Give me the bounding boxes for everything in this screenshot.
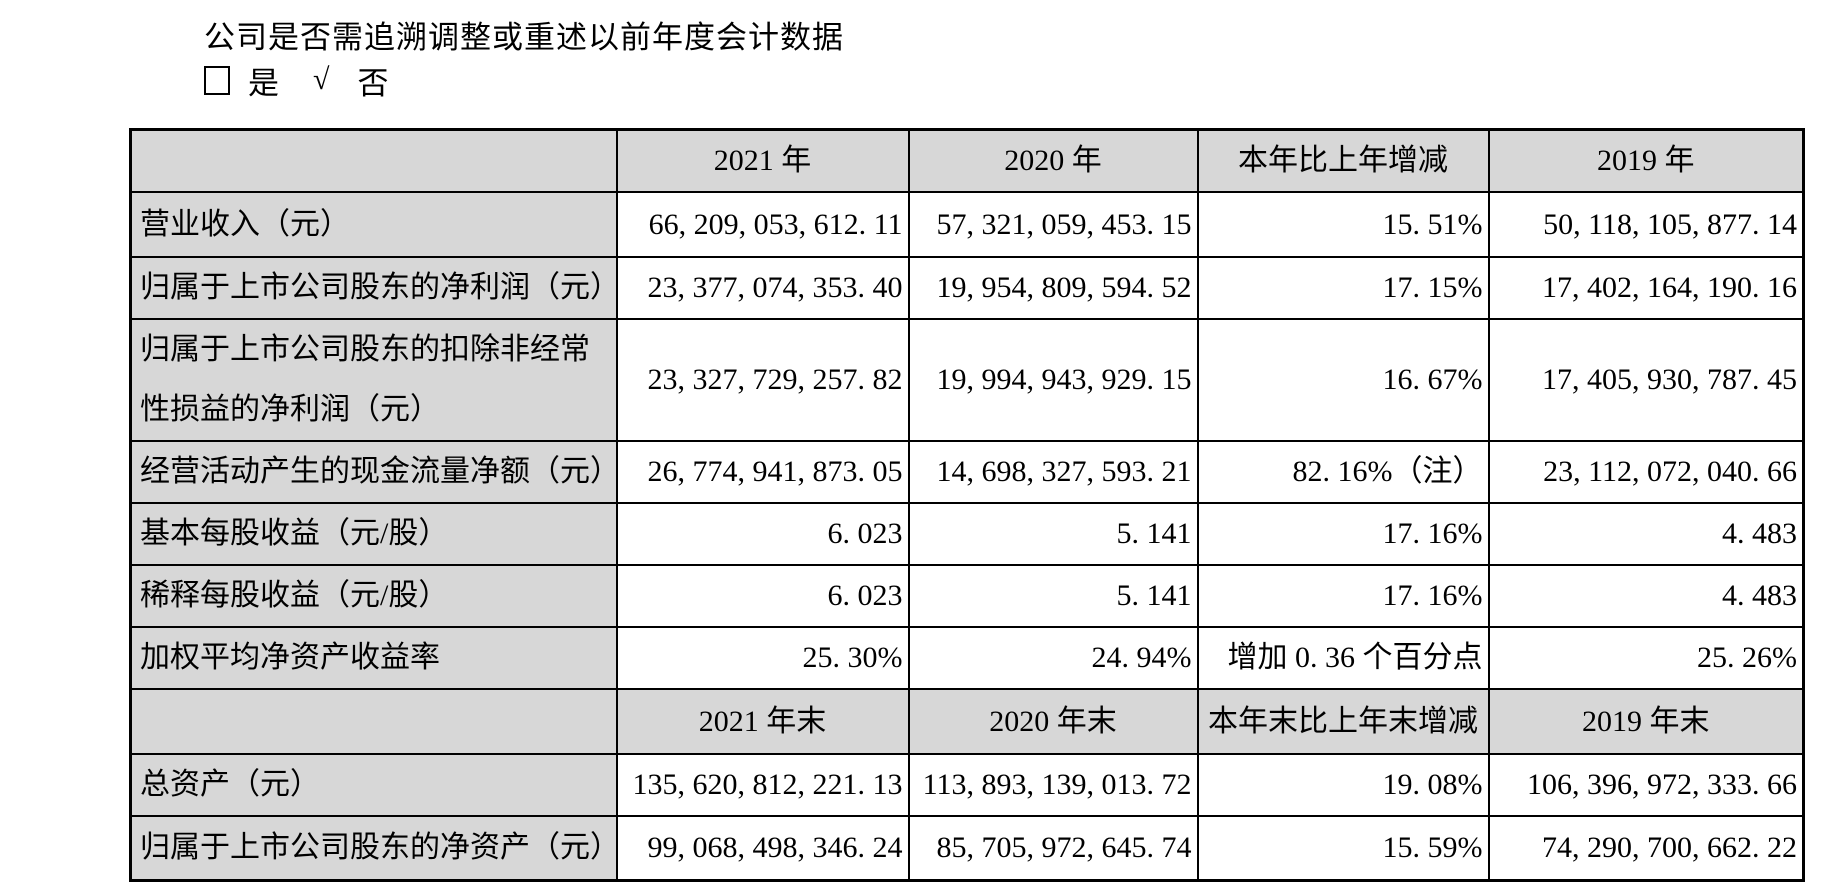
value-2021: 25. 30% <box>615 626 910 690</box>
table-row-revenue: 营业收入（元） 66, 209, 053, 612. 11 57, 321, 0… <box>129 191 1805 258</box>
value-2021: 26, 774, 941, 873. 05 <box>615 440 910 504</box>
value-2021: 23, 327, 729, 257. 82 <box>615 318 910 442</box>
value-2019: 17, 402, 164, 190. 16 <box>1487 256 1805 320</box>
page-title: 公司是否需追溯调整或重述以前年度会计数据 <box>204 20 844 55</box>
key-financials-table: 2021 年 2020 年 本年比上年增减 2019 年 营业收入（元） 66,… <box>129 128 1805 882</box>
value-2021: 135, 620, 812, 221. 13 <box>615 753 910 817</box>
restatement-choice-line: 是 √ 否 <box>204 60 389 101</box>
header-2019-yearend: 2019 年末 <box>1487 688 1805 755</box>
value-yoy: 15. 59% <box>1196 815 1490 881</box>
value-yoy: 16. 67% <box>1196 318 1490 442</box>
value-2020: 19, 954, 809, 594. 52 <box>907 256 1199 320</box>
value-2020: 14, 698, 327, 593. 21 <box>907 440 1199 504</box>
row-label: 归属于上市公司股东的净资产（元） <box>129 815 618 881</box>
header-2021-yearend: 2021 年末 <box>615 688 910 755</box>
row-label: 经营活动产生的现金流量净额（元） <box>129 440 618 504</box>
header-yearend-yoy-change: 本年末比上年末增减 <box>1196 688 1490 755</box>
option-no-label: 否 <box>357 65 389 101</box>
header-yoy-change: 本年比上年增减 <box>1196 128 1490 193</box>
value-yoy: 19. 08% <box>1196 753 1490 817</box>
value-2019: 50, 118, 105, 877. 14 <box>1487 191 1805 258</box>
row-label: 稀释每股收益（元/股） <box>129 564 618 628</box>
header-2019: 2019 年 <box>1487 128 1805 193</box>
option-yes-label: 是 <box>248 65 279 101</box>
row-label: 总资产（元） <box>129 753 618 817</box>
value-yoy: 增加 0. 36 个百分点 <box>1196 626 1490 690</box>
value-2019: 23, 112, 072, 040. 66 <box>1487 440 1805 504</box>
empty-header-cell <box>129 128 618 193</box>
value-2020: 5. 141 <box>907 564 1199 628</box>
value-yoy: 82. 16%（注） <box>1196 440 1490 504</box>
value-2019: 4. 483 <box>1487 502 1805 566</box>
value-yoy: 15. 51% <box>1196 191 1490 258</box>
table-row-net-profit-excl-nonrecurring: 归属于上市公司股东的扣除非经常性损益的净利润（元） 23, 327, 729, … <box>129 318 1805 442</box>
table-row-total-assets: 总资产（元） 135, 620, 812, 221. 13 113, 893, … <box>129 753 1805 817</box>
header-2020-yearend: 2020 年末 <box>907 688 1199 755</box>
value-2021: 99, 068, 498, 346. 24 <box>615 815 910 881</box>
table-row-net-profit: 归属于上市公司股东的净利润（元） 23, 377, 074, 353. 40 1… <box>129 256 1805 320</box>
value-2020: 113, 893, 139, 013. 72 <box>907 753 1199 817</box>
value-2021: 23, 377, 074, 353. 40 <box>615 256 910 320</box>
table-row-weighted-roe: 加权平均净资产收益率 25. 30% 24. 94% 增加 0. 36 个百分点… <box>129 626 1805 690</box>
header-2021: 2021 年 <box>615 128 910 193</box>
table-row-diluted-eps: 稀释每股收益（元/股） 6. 023 5. 141 17. 16% 4. 483 <box>129 564 1805 628</box>
row-label: 加权平均净资产收益率 <box>129 626 618 690</box>
row-label: 营业收入（元） <box>129 191 618 258</box>
value-2019: 106, 396, 972, 333. 66 <box>1487 753 1805 817</box>
yearend-header-row: 2021 年末 2020 年末 本年末比上年末增减 2019 年末 <box>129 688 1805 755</box>
value-2020: 57, 321, 059, 453. 15 <box>907 191 1199 258</box>
table-row-net-assets: 归属于上市公司股东的净资产（元） 99, 068, 498, 346. 24 8… <box>129 815 1805 881</box>
value-2020: 19, 994, 943, 929. 15 <box>907 318 1199 442</box>
check-mark-icon: √ <box>313 63 330 96</box>
row-label: 基本每股收益（元/股） <box>129 502 618 566</box>
value-2020: 85, 705, 972, 645. 74 <box>907 815 1199 881</box>
value-yoy: 17. 15% <box>1196 256 1490 320</box>
row-label: 归属于上市公司股东的扣除非经常性损益的净利润（元） <box>129 318 618 442</box>
table-row-basic-eps: 基本每股收益（元/股） 6. 023 5. 141 17. 16% 4. 483 <box>129 502 1805 566</box>
value-2020: 24. 94% <box>907 626 1199 690</box>
value-2019: 4. 483 <box>1487 564 1805 628</box>
header-2020: 2020 年 <box>907 128 1199 193</box>
table-row-operating-cash-flow: 经营活动产生的现金流量净额（元） 26, 774, 941, 873. 05 1… <box>129 440 1805 504</box>
value-2021: 66, 209, 053, 612. 11 <box>615 191 910 258</box>
value-2021: 6. 023 <box>615 502 910 566</box>
value-2019: 25. 26% <box>1487 626 1805 690</box>
value-2020: 5. 141 <box>907 502 1199 566</box>
value-yoy: 17. 16% <box>1196 502 1490 566</box>
empty-header-cell <box>129 688 618 755</box>
value-2019: 74, 290, 700, 662. 22 <box>1487 815 1805 881</box>
value-2021: 6. 023 <box>615 564 910 628</box>
period-header-row: 2021 年 2020 年 本年比上年增减 2019 年 <box>129 128 1805 193</box>
value-yoy: 17. 16% <box>1196 564 1490 628</box>
value-2019: 17, 405, 930, 787. 45 <box>1487 318 1805 442</box>
unchecked-box-icon <box>204 65 230 95</box>
row-label: 归属于上市公司股东的净利润（元） <box>129 256 618 320</box>
